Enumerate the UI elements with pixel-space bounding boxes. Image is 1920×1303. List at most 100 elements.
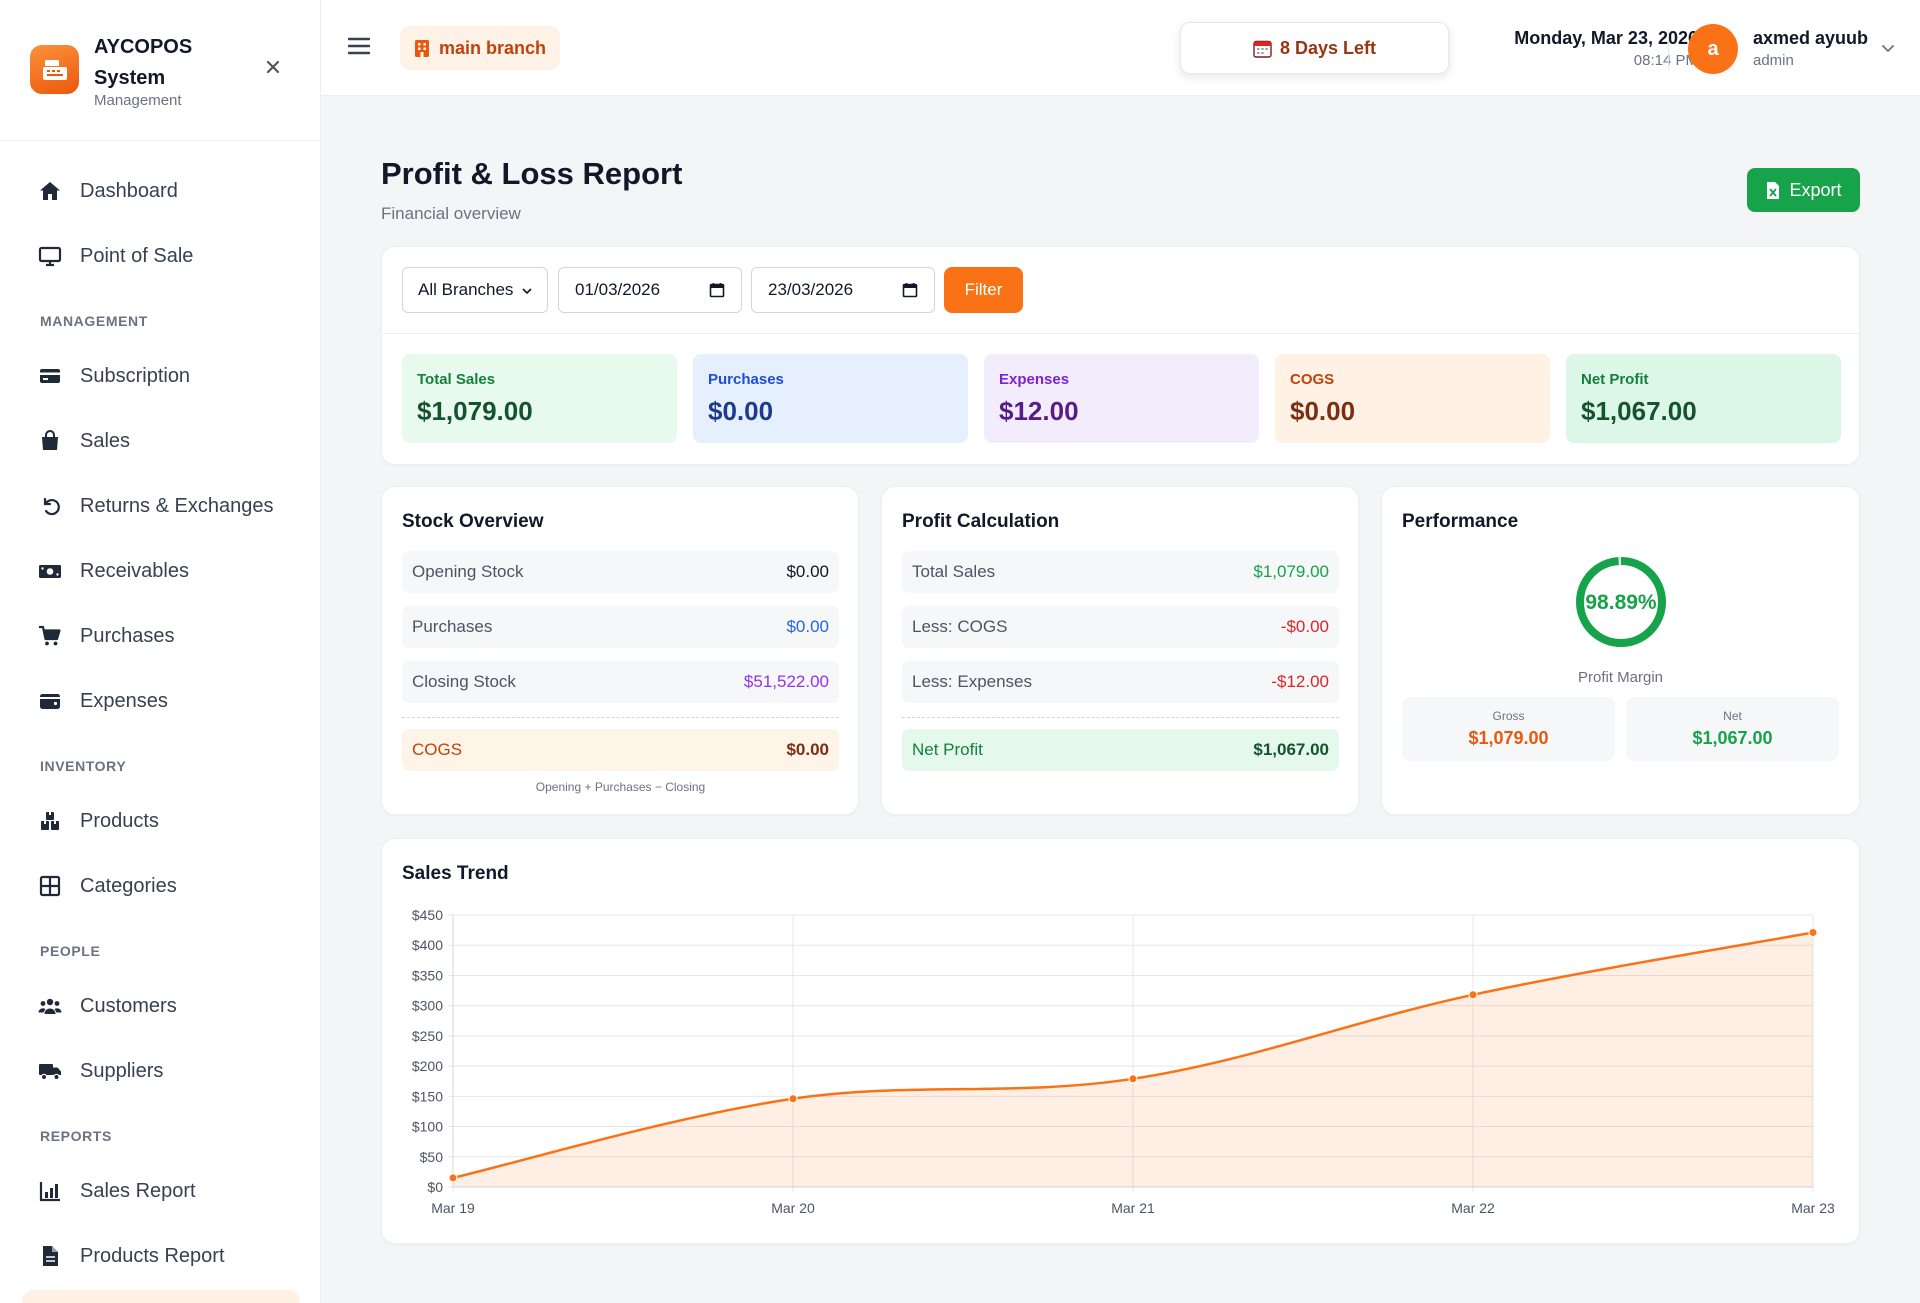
sidebar-item-suppliers[interactable]: Suppliers [22, 1046, 300, 1096]
y-tick-label: $350 [412, 967, 443, 983]
filter-button[interactable]: Filter [944, 267, 1023, 313]
sidebar-item-subscription[interactable]: Subscription [22, 351, 300, 401]
undo-icon [43, 497, 60, 516]
stat-value: $0.00 [1290, 396, 1356, 426]
sidebar-item-categories[interactable]: Categories [22, 861, 300, 911]
sidebar-item-purchases[interactable]: Purchases [22, 611, 300, 661]
header-divider [1668, 30, 1669, 70]
sidebar-item-label: Receivables [80, 559, 189, 582]
sidebar-item-label: Sales Report [80, 1179, 196, 1202]
sidebar-item-label: Expenses [80, 689, 168, 712]
branch-filter-value: All Branches [418, 280, 514, 299]
page-title: Profit & Loss Report [381, 156, 683, 191]
filters-card: All Branches 01/03/2026 23/03/2026 Filte… [381, 246, 1860, 465]
sales-point-1[interactable] [788, 1094, 798, 1104]
brand-name: AYCOPOS System [94, 36, 193, 89]
days-left-text: 8 Days Left [1279, 37, 1377, 58]
stat-label: Expenses [999, 371, 1070, 388]
sidebar-item-customers[interactable]: Customers [22, 981, 300, 1031]
user-name[interactable]: axmed ayuub [1753, 28, 1869, 48]
user-menu-toggle[interactable] [1880, 40, 1896, 56]
net-box: Net $1,067.00 [1626, 697, 1839, 761]
sidebar-item-label: Products [80, 809, 159, 832]
export-label: Export [1789, 179, 1842, 200]
avatar[interactable]: a [1688, 24, 1738, 74]
sidebar-item-label: Sales [80, 429, 131, 452]
close-sidebar-button[interactable] [262, 56, 284, 78]
date-to-input[interactable]: 23/03/2026 [751, 267, 935, 313]
profit-margin-value: 98.89% [1585, 591, 1657, 614]
row-value: $1,079.00 [1253, 562, 1329, 581]
cogs-total-label: COGS [412, 740, 463, 759]
sidebar-item-receivables[interactable]: Receivables [22, 546, 300, 596]
row-label: Less: Expenses [912, 672, 1033, 691]
bar-chart-icon [39, 1182, 60, 1202]
nav-section-people: PEOPLE [40, 943, 101, 959]
sidebar-item-sales[interactable]: Sales [22, 416, 300, 466]
date-from-value: 01/03/2026 [575, 280, 661, 299]
sales-trend-card: Sales Trend $0 $50 $100 $150 $200 $250 $300 $35… [381, 838, 1860, 1244]
stat-card-net-profit: Net Profit $1,067.00 [1566, 354, 1841, 443]
current-date: Monday, Mar 23, 2026 [1514, 28, 1698, 48]
subscription-days-left[interactable]: 8 Days Left [1180, 22, 1449, 74]
money-bill-icon [39, 565, 61, 578]
sidebar-item-point-of-sale[interactable]: Point of Sale [22, 231, 300, 281]
y-tick-label: $0 [427, 1179, 443, 1195]
sidebar-item-products-report[interactable]: Products Report [22, 1231, 300, 1281]
monitor-icon [38, 246, 62, 267]
sidebar-item-active-partial[interactable] [22, 1290, 300, 1303]
sidebar-item-label: Suppliers [80, 1059, 164, 1082]
sales-point-3[interactable] [1468, 990, 1478, 1000]
branch-filter-select[interactable]: All Branches [402, 267, 548, 313]
x-tick-label: Mar 23 [1791, 1200, 1835, 1216]
sidebar-item-label: Categories [80, 874, 177, 897]
sidebar-item-returns-exchanges[interactable]: Returns & Exchanges [22, 481, 300, 531]
current-time: 08:14 PM [1633, 52, 1698, 69]
branch-name: main branch [439, 37, 547, 58]
sales-point-4[interactable] [1808, 928, 1818, 938]
credit-card-icon [40, 369, 60, 383]
profit-calculation-title: Profit Calculation [902, 511, 1060, 532]
row-value: $51,522.00 [743, 672, 829, 691]
y-tick-label: $400 [412, 937, 443, 953]
sales-point-0[interactable] [448, 1173, 458, 1183]
home-icon [40, 182, 60, 200]
stock-divider [402, 717, 839, 718]
stat-card-cogs: COGS $0.00 [1275, 354, 1550, 443]
sidebar-item-label: Products Report [80, 1244, 225, 1267]
page-subtitle: Financial overview [381, 204, 521, 223]
row-label: Purchases [412, 617, 493, 636]
close-icon [266, 60, 280, 74]
chevron-down-icon [522, 288, 532, 295]
brand-subtitle: Management [94, 92, 182, 109]
stock-row-closing-stock: Closing Stock $51,522.00 [402, 661, 839, 703]
calendar-icon [902, 283, 918, 298]
branch-selector[interactable]: main branch [400, 26, 561, 70]
y-tick-label: $250 [412, 1028, 443, 1044]
date-from-input[interactable]: 01/03/2026 [558, 267, 742, 313]
sidebar-item-label: Purchases [80, 624, 175, 647]
stat-card-expenses: Expenses $12.00 [984, 354, 1259, 443]
sidebar-item-label: Subscription [80, 364, 191, 387]
profit-row-less-cogs: Less: COGS -$0.00 [902, 606, 1339, 648]
y-tick-label: $200 [412, 1058, 443, 1074]
y-tick-label: $450 [412, 907, 443, 923]
sales-point-2[interactable] [1128, 1074, 1138, 1084]
cogs-total-row: COGS $0.00 [402, 729, 839, 771]
stock-overview-card: Stock Overview Opening Stock $0.00 Purchas… [381, 486, 859, 815]
menu-toggle-button[interactable] [347, 36, 371, 56]
sidebar-item-dashboard[interactable]: Dashboard [22, 166, 300, 216]
profit-margin-label: Profit Margin [1577, 669, 1664, 686]
user-role: admin [1753, 52, 1794, 69]
nav-section-management: MANAGEMENT [40, 313, 148, 329]
gross-label: Gross [1492, 709, 1525, 723]
sidebar: AYCOPOS System Management Dashboard Point… [0, 0, 321, 1303]
sidebar-item-products[interactable]: Products [22, 796, 300, 846]
calendar-icon [709, 283, 725, 298]
sidebar-item-sales-report[interactable]: Sales Report [22, 1166, 300, 1216]
sidebar-item-expenses[interactable]: Expenses [22, 676, 300, 726]
export-button[interactable]: Export [1747, 168, 1860, 212]
y-tick-label: $150 [412, 1088, 443, 1104]
sales-trend-title: Sales Trend [402, 863, 509, 884]
sidebar-item-label: Point of Sale [80, 244, 194, 267]
